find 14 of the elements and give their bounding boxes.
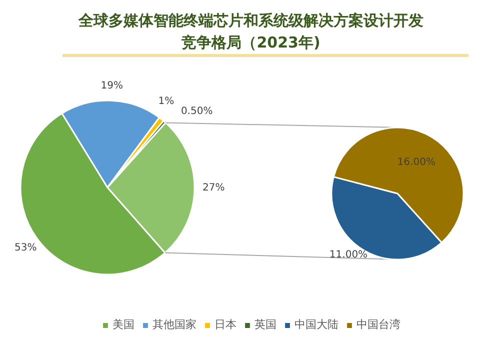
legend-label: 中国大陆 — [294, 317, 338, 332]
data-label: 16.00% — [397, 156, 436, 168]
data-label: 27% — [202, 182, 225, 194]
chart-title: 全球多媒体智能终端芯片和系统级解决方案设计开发竞争格局（2023年) — [78, 12, 424, 52]
legend-label: 美国 — [112, 317, 134, 332]
data-label: 0.50% — [180, 106, 213, 117]
legend-label: 其他国家 — [152, 317, 196, 332]
data-label: 11.00% — [329, 250, 368, 260]
legend-label: 英国 — [254, 317, 276, 332]
legend-label: 日本 — [214, 317, 236, 332]
data-label: 19% — [100, 80, 124, 92]
data-label: 53% — [14, 242, 37, 254]
legend-label: 中国台湾 — [356, 317, 400, 332]
data-label: 1% — [158, 96, 174, 108]
